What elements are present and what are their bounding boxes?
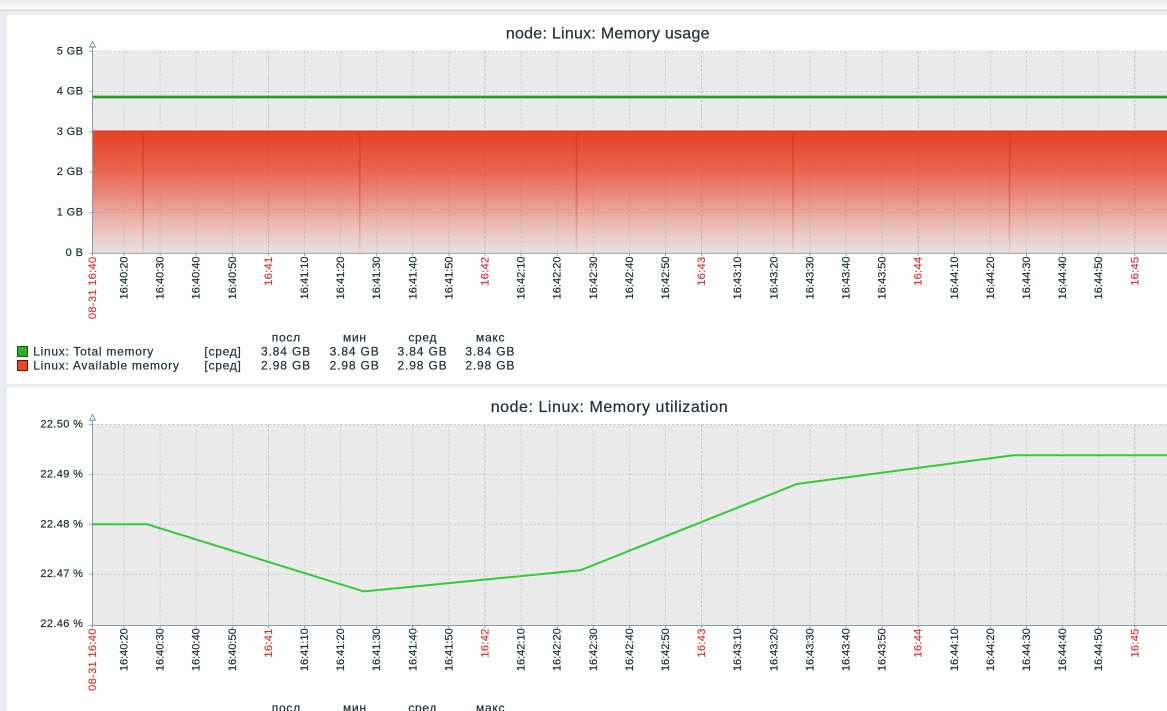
svg-text:16:44:50: 16:44:50 bbox=[1093, 628, 1105, 671]
svg-text:16:40:50: 16:40:50 bbox=[227, 628, 239, 671]
svg-text:16:44:10: 16:44:10 bbox=[949, 628, 961, 671]
svg-text:16:44:30: 16:44:30 bbox=[1021, 628, 1033, 671]
svg-text:16:41:40: 16:41:40 bbox=[407, 628, 419, 671]
svg-text:16:44:30: 16:44:30 bbox=[1021, 257, 1033, 300]
svg-text:2.98 GB: 2.98 GB bbox=[330, 359, 380, 373]
svg-text:Linux: Available memory: Linux: Available memory bbox=[33, 359, 179, 373]
svg-text:16:42:40: 16:42:40 bbox=[624, 628, 636, 671]
svg-text:16:43: 16:43 bbox=[696, 257, 708, 286]
svg-text:16:44:20: 16:44:20 bbox=[985, 628, 997, 671]
svg-text:3.84 GB: 3.84 GB bbox=[330, 345, 380, 359]
svg-text:node: Linux: Memory usage: node: Linux: Memory usage bbox=[506, 26, 710, 43]
svg-text:16:43:40: 16:43:40 bbox=[841, 257, 853, 300]
svg-text:3.84 GB: 3.84 GB bbox=[261, 345, 311, 359]
svg-text:мин: мин bbox=[343, 701, 367, 711]
svg-text:3.84 GB: 3.84 GB bbox=[465, 345, 515, 359]
svg-text:16:43:30: 16:43:30 bbox=[804, 628, 816, 671]
svg-text:16:42: 16:42 bbox=[480, 257, 492, 286]
svg-text:16:43:20: 16:43:20 bbox=[768, 257, 780, 300]
svg-text:22.48 %: 22.48 % bbox=[40, 518, 83, 530]
svg-text:0 B: 0 B bbox=[66, 247, 84, 259]
svg-text:16:42: 16:42 bbox=[480, 628, 492, 657]
svg-text:16:45: 16:45 bbox=[1129, 628, 1141, 657]
svg-text:2.98 GB: 2.98 GB bbox=[465, 359, 515, 373]
svg-text:16:44:10: 16:44:10 bbox=[949, 257, 961, 300]
svg-text:4 GB: 4 GB bbox=[57, 86, 84, 98]
svg-text:16:44: 16:44 bbox=[913, 628, 925, 657]
svg-text:16:41:30: 16:41:30 bbox=[371, 628, 383, 671]
svg-text:16:41:50: 16:41:50 bbox=[443, 628, 455, 671]
svg-text:16:43:20: 16:43:20 bbox=[768, 628, 780, 671]
svg-text:16:44:50: 16:44:50 bbox=[1093, 257, 1105, 300]
svg-text:16:44:40: 16:44:40 bbox=[1057, 257, 1069, 300]
svg-text:16:40:20: 16:40:20 bbox=[119, 257, 131, 300]
svg-text:16:40:50: 16:40:50 bbox=[227, 257, 239, 300]
svg-text:16:42:40: 16:42:40 bbox=[624, 257, 636, 300]
svg-text:08-31 16:40: 08-31 16:40 bbox=[87, 257, 99, 320]
svg-text:16:44:20: 16:44:20 bbox=[985, 257, 997, 300]
svg-text:[сред]: [сред] bbox=[204, 345, 241, 359]
svg-text:3.84 GB: 3.84 GB bbox=[398, 345, 448, 359]
svg-text:1 GB: 1 GB bbox=[57, 207, 84, 219]
svg-text:16:41:20: 16:41:20 bbox=[335, 257, 347, 300]
svg-text:сред: сред bbox=[408, 701, 437, 711]
svg-text:16:42:50: 16:42:50 bbox=[660, 628, 672, 671]
svg-text:16:43:50: 16:43:50 bbox=[877, 628, 889, 671]
svg-text:16:41: 16:41 bbox=[263, 628, 275, 657]
svg-text:22.46 %: 22.46 % bbox=[40, 618, 83, 630]
svg-text:Linux: Total memory: Linux: Total memory bbox=[33, 345, 154, 359]
svg-text:макс: макс bbox=[476, 331, 505, 345]
svg-text:посл: посл bbox=[272, 331, 301, 345]
svg-text:16:42:50: 16:42:50 bbox=[660, 257, 672, 300]
svg-text:[сред]: [сред] bbox=[204, 359, 241, 373]
svg-text:16:43:10: 16:43:10 bbox=[732, 257, 744, 300]
svg-text:16:43:10: 16:43:10 bbox=[732, 628, 744, 671]
svg-text:16:42:20: 16:42:20 bbox=[552, 628, 564, 671]
svg-text:16:45: 16:45 bbox=[1129, 257, 1141, 286]
svg-text:22.50 %: 22.50 % bbox=[40, 419, 83, 431]
svg-text:16:41:10: 16:41:10 bbox=[299, 257, 311, 300]
svg-text:16:44:40: 16:44:40 bbox=[1057, 628, 1069, 671]
svg-text:08-31 16:40: 08-31 16:40 bbox=[87, 628, 99, 691]
svg-text:сред: сред bbox=[408, 331, 437, 345]
svg-text:16:41:50: 16:41:50 bbox=[443, 257, 455, 300]
svg-text:16:40:30: 16:40:30 bbox=[155, 257, 167, 300]
svg-text:16:43:50: 16:43:50 bbox=[877, 257, 889, 300]
svg-text:16:43: 16:43 bbox=[696, 628, 708, 657]
svg-text:16:41:20: 16:41:20 bbox=[335, 628, 347, 671]
svg-text:16:40:40: 16:40:40 bbox=[191, 628, 203, 671]
svg-text:16:44: 16:44 bbox=[913, 257, 925, 286]
svg-text:16:42:10: 16:42:10 bbox=[516, 628, 528, 671]
svg-text:node: Linux: Memory utilizatio: node: Linux: Memory utilization bbox=[491, 399, 729, 416]
svg-text:2.98 GB: 2.98 GB bbox=[398, 359, 448, 373]
svg-text:16:40:30: 16:40:30 bbox=[155, 628, 167, 671]
svg-text:макс: макс bbox=[476, 701, 505, 711]
svg-text:16:42:10: 16:42:10 bbox=[516, 257, 528, 300]
svg-text:22.49 %: 22.49 % bbox=[40, 468, 83, 480]
svg-text:2.98 GB: 2.98 GB bbox=[261, 359, 311, 373]
svg-text:16:41:40: 16:41:40 bbox=[407, 257, 419, 300]
svg-text:5 GB: 5 GB bbox=[57, 45, 84, 57]
svg-text:16:43:40: 16:43:40 bbox=[841, 628, 853, 671]
svg-text:16:43:30: 16:43:30 bbox=[804, 257, 816, 300]
svg-text:16:40:40: 16:40:40 bbox=[191, 257, 203, 300]
svg-text:2 GB: 2 GB bbox=[57, 166, 84, 178]
svg-text:16:41: 16:41 bbox=[263, 257, 275, 286]
svg-text:мин: мин bbox=[343, 331, 367, 345]
svg-text:16:42:30: 16:42:30 bbox=[588, 257, 600, 300]
svg-text:16:41:10: 16:41:10 bbox=[299, 628, 311, 671]
svg-text:3 GB: 3 GB bbox=[57, 126, 84, 138]
svg-text:16:42:20: 16:42:20 bbox=[552, 257, 564, 300]
svg-text:16:42:30: 16:42:30 bbox=[588, 628, 600, 671]
svg-text:22.47 %: 22.47 % bbox=[40, 568, 83, 580]
svg-text:16:40:20: 16:40:20 bbox=[119, 628, 131, 671]
svg-text:посл: посл bbox=[272, 701, 301, 711]
svg-text:16:41:30: 16:41:30 bbox=[371, 257, 383, 300]
